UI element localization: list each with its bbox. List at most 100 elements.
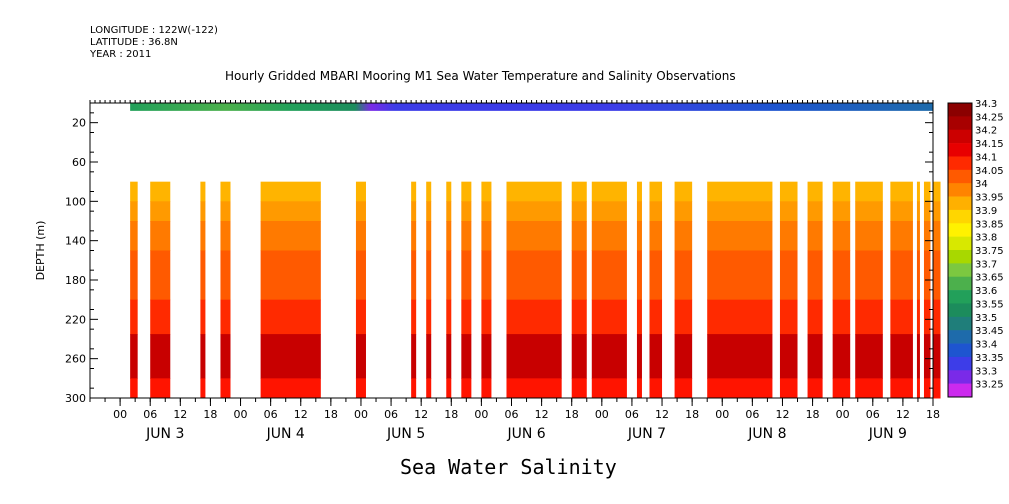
colorbar-label: 33.6 [975,286,997,297]
salinity-band [200,181,206,202]
data-column [855,181,883,399]
salinity-band [832,378,851,399]
salinity-band [461,201,472,222]
salinity-band [890,181,913,202]
x-tick-label: 06 [866,408,880,421]
y-tick-label: 20 [72,117,86,130]
salinity-band [481,378,492,399]
salinity-band [674,250,693,301]
colorbar-label: 33.45 [975,326,1004,337]
salinity-band [411,334,417,379]
x-tick-label: 12 [535,408,549,421]
salinity-band [220,201,231,222]
colorbar-cell [948,103,972,117]
colorbar-label: 34.3 [975,99,997,110]
salinity-band [130,250,138,301]
colorbar-label: 33.85 [975,219,1004,230]
axes: 20 60 100 140 180 220 260 300 DEPTH (m) 00 06 12 18 0… [34,100,940,442]
colorbar-label: 33.9 [975,206,997,217]
salinity-band [355,250,366,301]
salinity-band [446,378,452,399]
colorbar-cell [948,276,972,291]
salinity-band [707,181,773,202]
data-column [220,181,231,399]
data-column [923,181,931,399]
data-column [411,181,417,399]
salinity-band [923,378,931,399]
x-tick-label: 18 [926,408,940,421]
salinity-band [446,201,452,222]
metadata-block: LONGITUDE : 122W(-122) LATITUDE : 36.8N … [90,25,218,61]
salinity-band [130,334,138,379]
x-tick-label: 06 [505,408,519,421]
data-column [807,181,823,399]
salinity-band [506,221,562,251]
salinity-band [411,250,417,301]
salinity-band [426,334,432,379]
colorbar-cell [948,303,972,318]
x-tick-label: 06 [384,408,398,421]
salinity-band [426,378,432,399]
y-tick-label: 260 [65,353,86,366]
data-column [150,181,171,399]
data-column [481,181,492,399]
colorbar-cell [948,129,972,144]
salinity-band [779,299,798,335]
salinity-band [411,221,417,251]
salinity-band [461,221,472,251]
salinity-band [807,221,823,251]
salinity-band [481,334,492,379]
salinity-band [855,221,883,251]
salinity-band [461,378,472,399]
salinity-band [779,250,798,301]
salinity-band [220,250,231,301]
x-tick-label: 18 [565,408,579,421]
salinity-band [707,299,773,335]
salinity-band [426,201,432,222]
variable-label: Sea Water Salinity [400,455,617,479]
data-column [130,181,138,399]
colorbar-cell [948,290,972,304]
salinity-band [916,250,920,301]
salinity-band [150,334,171,379]
salinity-band [355,378,366,399]
salinity-band [855,334,883,379]
salinity-band [890,250,913,301]
salinity-band [461,181,472,202]
salinity-band [200,334,206,379]
salinity-band [130,201,138,222]
salinity-band [855,378,883,399]
salinity-band [446,181,452,202]
salinity-band [200,201,206,222]
y-tick-label: 300 [65,392,86,405]
salinity-band [636,181,642,202]
salinity-band [461,250,472,301]
salinity-band [649,181,663,202]
colorbar-cell [948,143,972,157]
salinity-band [571,250,587,301]
salinity-band [260,378,321,399]
data-column [571,181,587,399]
day-label: JUN 7 [627,426,666,442]
salinity-band [916,378,920,399]
salinity-band [636,334,642,379]
x-tick-label: 06 [143,408,157,421]
colorbar-label: 33.35 [975,353,1004,364]
salinity-band [807,299,823,335]
salinity-band [649,201,663,222]
salinity-band [446,334,452,379]
salinity-band [890,299,913,335]
year-text: YEAR : 2011 [90,49,152,60]
salinity-band [446,250,452,301]
data-column [200,181,206,399]
chart-title: Hourly Gridded MBARI Mooring M1 Sea Wate… [225,69,736,83]
colorbar-label: 33.65 [975,273,1004,284]
salinity-band [933,181,941,202]
salinity-band [674,334,693,379]
salinity-band [923,221,931,251]
colorbar-cell [948,330,972,344]
salinity-band [923,201,931,222]
salinity-band [260,201,321,222]
x-tick-label: 12 [294,408,308,421]
salinity-band [779,334,798,379]
